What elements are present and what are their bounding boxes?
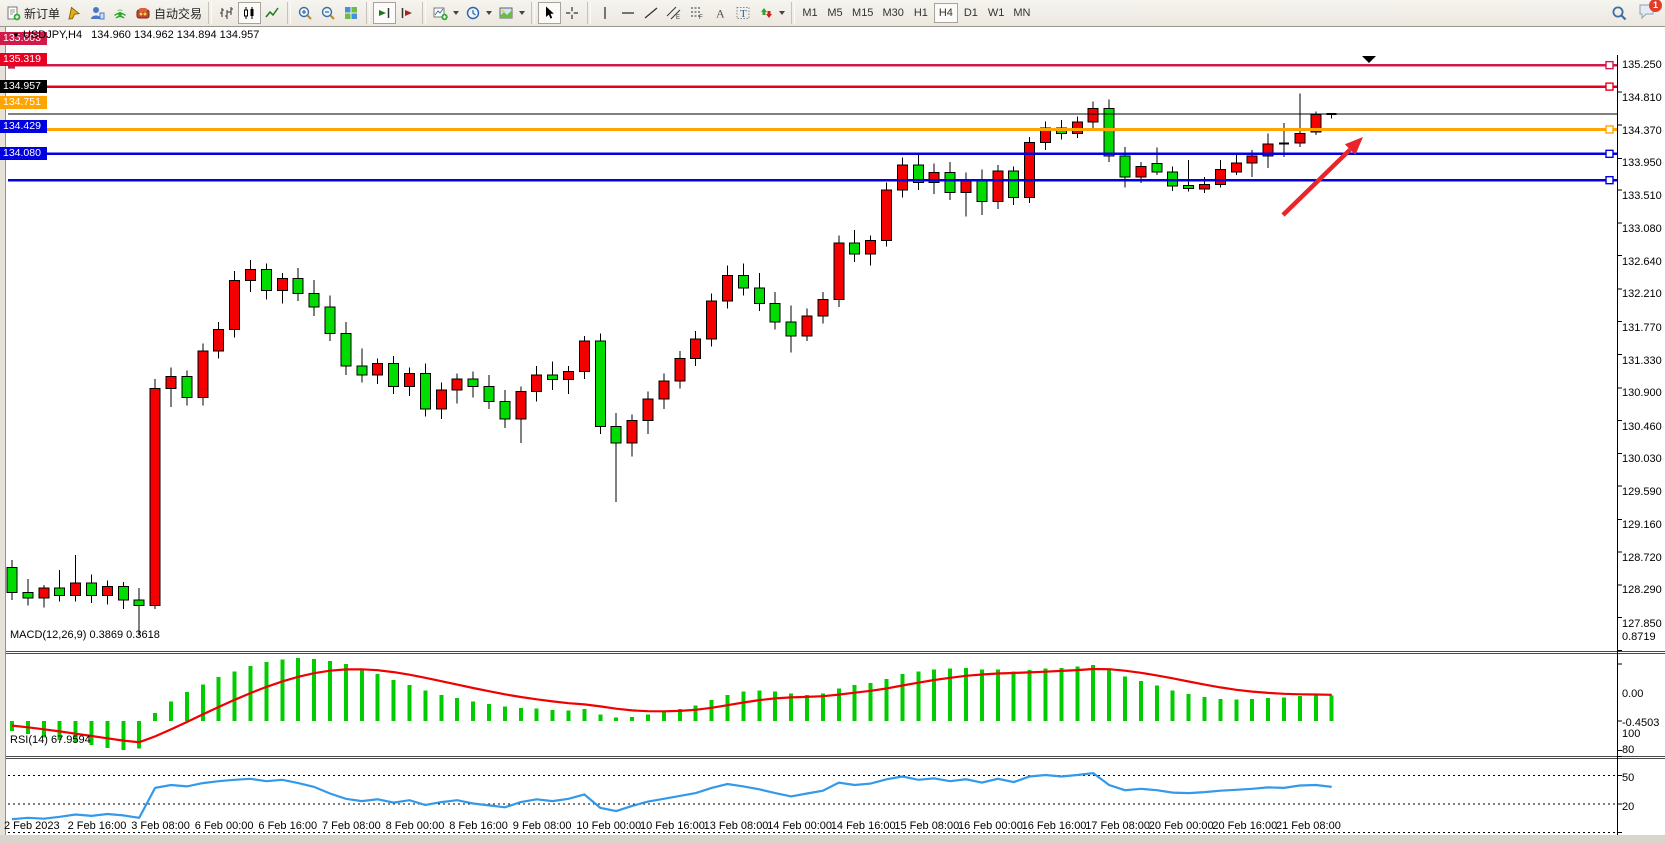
new-chart-button[interactable] [429,2,462,24]
svg-text:A: A [716,7,725,21]
timeframe-M1[interactable]: M1 [798,3,822,23]
chart-title: ▼ USDJPY,H4 134.960 134.962 134.894 134.… [12,29,259,41]
chart-shift-button[interactable] [396,2,419,24]
trendline-icon [643,5,659,21]
market-watch-button[interactable] [86,2,109,24]
main-toolbar: 新订单 自动交易 E F A T [0,0,1665,27]
gold-arrow-icon [66,5,82,21]
chevron-down-icon [519,11,526,15]
new-order-button[interactable]: 新订单 [2,2,63,24]
new-order-icon [5,5,21,21]
zoom-in-button[interactable] [294,2,317,24]
tile-windows-button[interactable] [340,2,363,24]
cursor-button[interactable] [538,2,562,24]
fibonacci-icon: F [689,5,705,21]
symbol-period-label: USDJPY,H4 [22,29,83,41]
text-label-button[interactable]: T [732,2,755,24]
horizontal-line-button[interactable] [617,2,640,24]
svg-text:T: T [740,8,747,20]
vertical-line-button[interactable] [594,2,617,24]
chart-shift-icon [399,5,415,21]
new-chart-icon [432,5,448,21]
timeframe-MN[interactable]: MN [1009,3,1034,23]
toolbar-separator [791,2,796,24]
zoom-in-icon [297,5,313,21]
text-button[interactable]: A [709,2,732,24]
candlestick-chart-button[interactable] [238,2,262,24]
text-label-icon: T [735,5,751,21]
timeframe-H1[interactable]: H1 [909,3,933,23]
text-icon: A [712,5,728,21]
template-icon [498,5,514,21]
cursor-icon [541,5,557,21]
svg-text:E: E [676,15,680,21]
collapse-marker-icon[interactable]: ▼ [12,31,20,40]
notification-count-badge: 1 [1649,0,1662,12]
bar-chart-icon [218,5,234,21]
period-button[interactable] [462,2,495,24]
svg-text:F: F [699,15,703,21]
chevron-down-icon [486,11,493,15]
arrows-icon [758,5,774,21]
toolbar-separator [287,2,292,24]
fibonacci-button[interactable]: F [686,2,709,24]
toolbar-separator [366,2,371,24]
auto-tr​ading-label: 自动交易 [154,6,203,21]
toolbar-separator [531,2,536,24]
arrows-button[interactable] [755,2,788,24]
timeframe-M15[interactable]: M15 [848,3,877,23]
time-axis[interactable] [0,817,1617,835]
notifications-button[interactable]: 1 [1637,0,1662,25]
line-chart-icon [264,5,280,21]
macd-indicator-label: MACD(12,26,9) 0.3869 0.3618 [10,629,160,641]
auto-trading-button[interactable]: 自动交易 [132,2,205,24]
crosshair-button[interactable] [561,2,584,24]
signal-icon [112,5,128,21]
chart-graphics [0,55,1665,843]
price-axis[interactable] [1618,28,1665,817]
rsi-indicator-label: RSI(14) 67.9594 [10,734,91,746]
template-button[interactable] [495,2,528,24]
toolbar-separator [587,2,592,24]
new-order-label: 新订单 [24,6,61,21]
timeframe-D1[interactable]: D1 [959,3,983,23]
window-bottom-edge [0,835,1665,843]
search-button[interactable] [1608,2,1631,24]
gold-arrow-button[interactable] [63,2,86,24]
chevron-down-icon [779,11,786,15]
timeframe-M5[interactable]: M5 [823,3,847,23]
auto-trading-icon [135,5,151,21]
timeframe-toolbar: M1 M5 M15 M30 H1 H4 D1 W1 MN [798,3,1034,23]
signal-button[interactable] [109,2,132,24]
auto-scroll-icon [376,5,392,21]
market-watch-icon [89,5,105,21]
toolbar-separator [208,2,213,24]
zoom-out-icon [320,5,336,21]
timeframe-M30[interactable]: M30 [878,3,907,23]
chart-left-edge [0,27,6,843]
search-icon [1611,5,1628,22]
period-clock-icon [465,5,481,21]
tile-windows-icon [343,5,359,21]
vertical-line-icon [597,5,613,21]
ohlc-values: 134.960 134.962 134.894 134.957 [91,29,260,41]
horizontal-line-icon [620,5,636,21]
equidistant-channel-button[interactable]: E [663,2,686,24]
line-chart-button[interactable] [261,2,284,24]
trendline-button[interactable] [640,2,663,24]
timeframe-H4[interactable]: H4 [933,3,958,23]
candlestick-chart-icon [241,5,257,21]
auto-scroll-button[interactable] [373,2,397,24]
crosshair-icon [564,5,580,21]
zoom-out-button[interactable] [317,2,340,24]
timeframe-W1[interactable]: W1 [984,3,1009,23]
bar-chart-button[interactable] [215,2,238,24]
chevron-down-icon [453,11,460,15]
equidistant-channel-icon: E [666,5,682,21]
chart-plot-area[interactable] [0,27,1665,843]
toolbar-separator [422,2,427,24]
